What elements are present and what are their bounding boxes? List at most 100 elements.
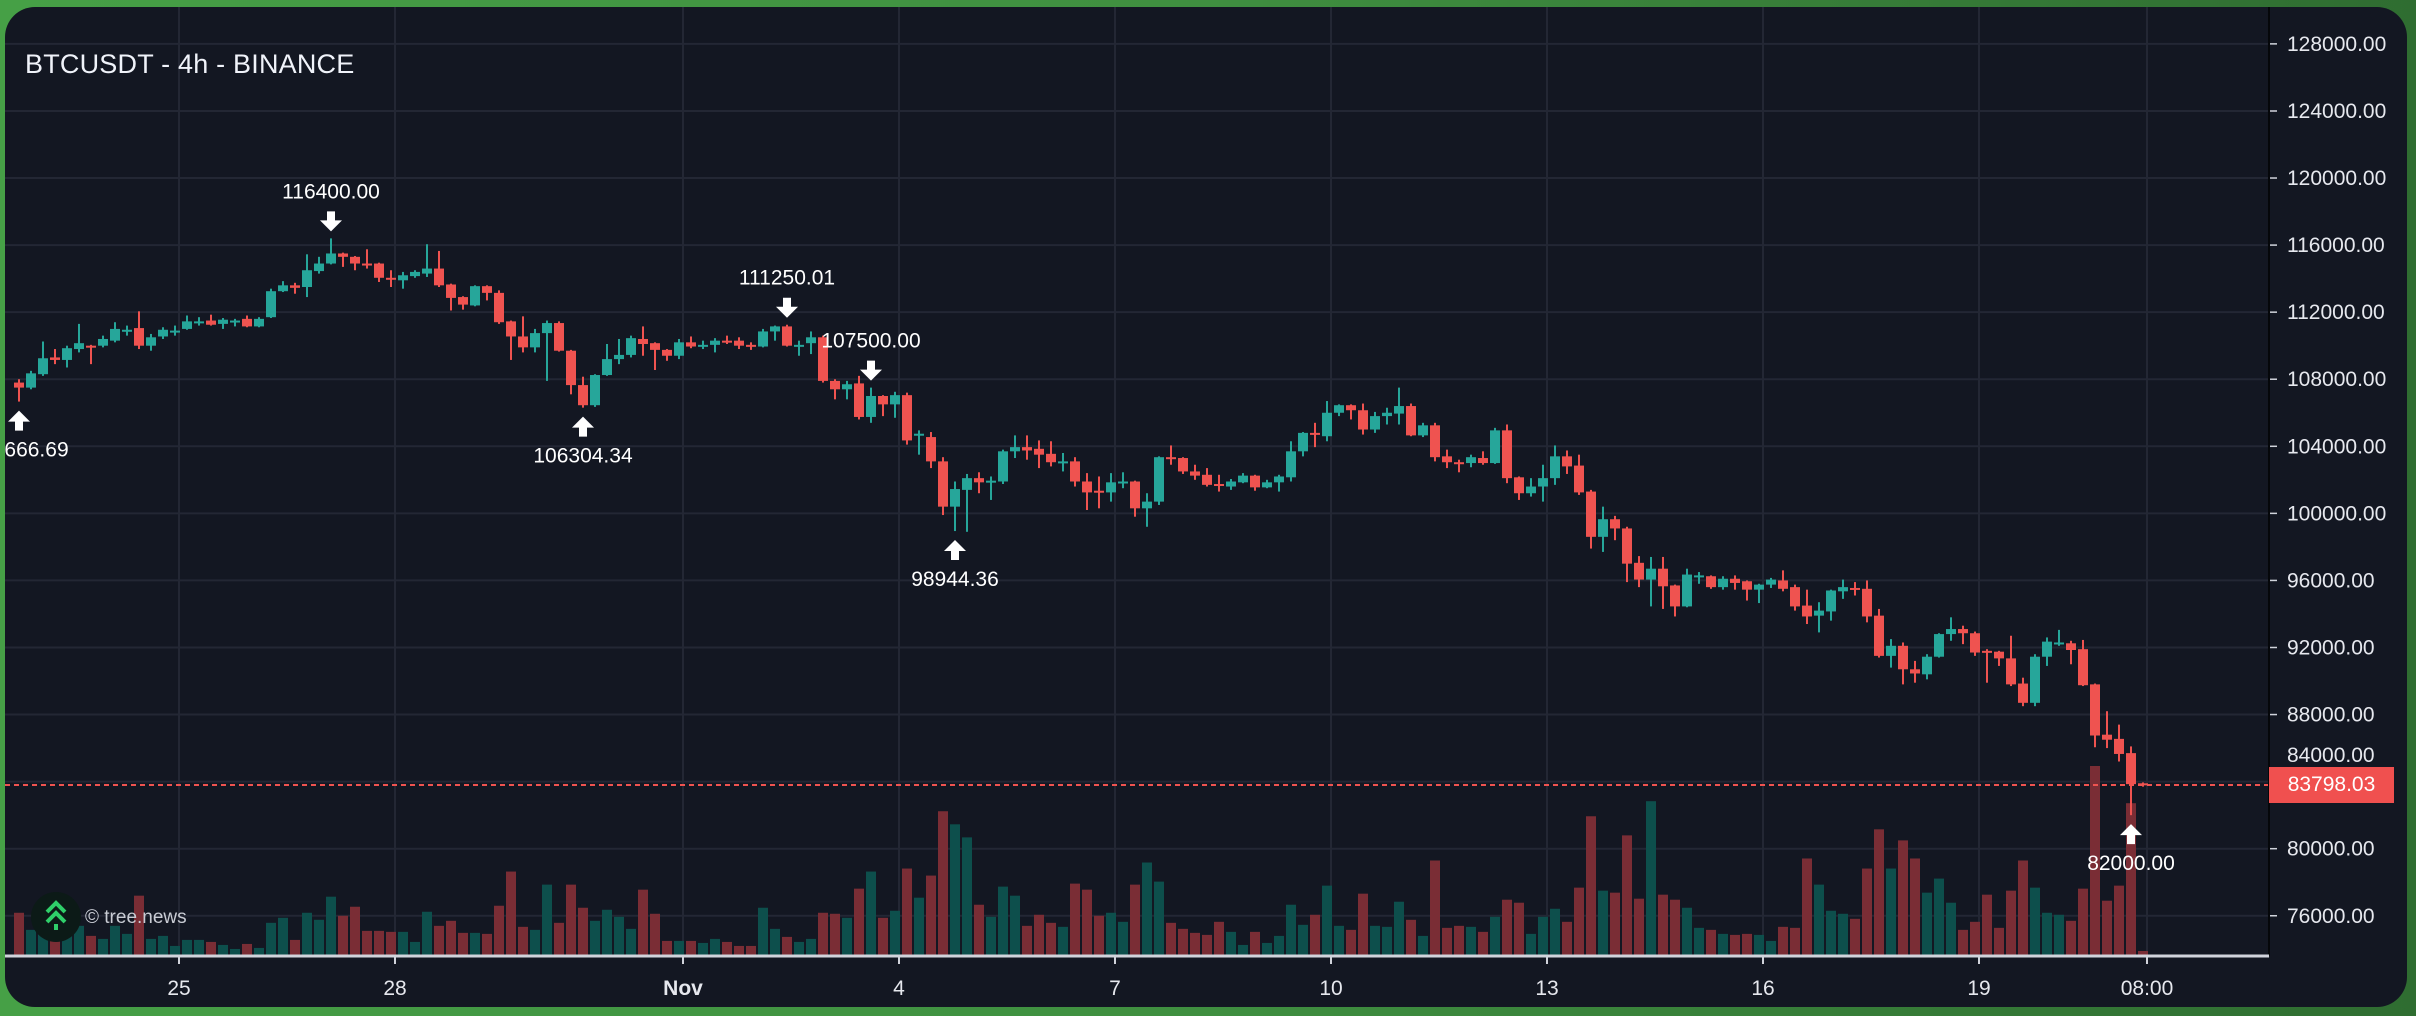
- candle: [1202, 468, 1212, 487]
- volume-bar: [902, 868, 912, 956]
- volume-bar: [194, 939, 204, 956]
- volume-bar: [1238, 944, 1248, 956]
- candle-body: [878, 395, 888, 405]
- candle: [290, 282, 300, 294]
- plot-area[interactable]: 106666.69 116400.00 106304.34 111250.01 9894…: [5, 180, 2269, 956]
- volume-bar: [626, 928, 636, 956]
- candle: [470, 285, 480, 307]
- volume-bar: [1766, 940, 1776, 956]
- candle-body: [1238, 475, 1248, 483]
- volume-bar: [326, 896, 336, 956]
- candle-body: [998, 451, 1008, 482]
- time-tick-label: Nov: [663, 977, 703, 1000]
- candle: [638, 326, 648, 356]
- candle: [746, 342, 756, 350]
- candle: [14, 379, 24, 402]
- candle-body: [518, 336, 528, 348]
- volume-bar: [1334, 925, 1344, 956]
- candlestick-chart[interactable]: 106666.69 116400.00 106304.34 111250.01 9894…: [5, 7, 2407, 1007]
- candle: [782, 324, 792, 347]
- candle-body: [818, 337, 828, 381]
- candle: [1838, 579, 1848, 599]
- candle-body: [854, 383, 864, 417]
- candle: [530, 328, 540, 353]
- candle: [1046, 441, 1056, 467]
- candle: [566, 349, 576, 395]
- candle-body: [626, 338, 636, 355]
- candle: [1370, 411, 1380, 433]
- candle-body: [986, 480, 996, 483]
- candle: [1226, 478, 1236, 490]
- candle: [518, 316, 528, 353]
- volume-bar: [914, 897, 924, 956]
- price-tick-label: 104000.00: [2287, 435, 2386, 458]
- volume-bar: [878, 917, 888, 956]
- candle: [26, 370, 36, 390]
- candle: [914, 430, 924, 455]
- volume-bar: [1154, 881, 1164, 956]
- arrow-down-icon: [776, 297, 798, 318]
- volume-bar: [674, 940, 684, 956]
- arrow-up-icon: [2120, 824, 2142, 845]
- candle: [1358, 403, 1368, 435]
- candle: [1970, 631, 1980, 656]
- volume-bar: [710, 938, 720, 956]
- volume-bar: [1454, 925, 1464, 956]
- candle: [2078, 639, 2088, 687]
- volume-bar: [1358, 893, 1368, 956]
- candle-body: [1274, 476, 1284, 483]
- candle-body: [1550, 456, 1560, 479]
- candle: [1790, 584, 1800, 611]
- candle-body: [1910, 669, 1920, 674]
- candle: [614, 338, 624, 365]
- candle-body: [26, 373, 36, 388]
- candle-body: [1058, 461, 1068, 464]
- candle-body: [1526, 486, 1536, 494]
- volume-bar: [1598, 890, 1608, 956]
- volume-bar: [1070, 883, 1080, 956]
- volume-bar: [1490, 916, 1500, 956]
- low-marker: 106304.34: [533, 416, 633, 468]
- candle-body: [1622, 528, 1632, 564]
- volume-bar: [1430, 860, 1440, 956]
- candle-body: [1742, 581, 1752, 590]
- volume-bar: [1106, 912, 1116, 956]
- candle: [866, 387, 876, 423]
- candle-body: [1646, 568, 1656, 580]
- tree-news-logo: [31, 892, 81, 942]
- candle-body: [566, 350, 576, 386]
- candle-body: [1094, 490, 1104, 493]
- price-tick-label: 80000.00: [2287, 838, 2375, 861]
- volume-bar: [1682, 907, 1692, 956]
- candle-body: [1670, 585, 1680, 607]
- candle: [1586, 489, 1596, 549]
- volume-bar: [734, 945, 744, 956]
- candle: [1778, 570, 1788, 592]
- candle: [1862, 580, 1872, 623]
- volume-bar: [1850, 918, 1860, 956]
- volume-bar: [638, 889, 648, 956]
- volume-bar: [578, 907, 588, 956]
- candle: [1958, 625, 1968, 645]
- volume-bar: [1022, 925, 1032, 956]
- candle: [1286, 441, 1296, 482]
- chart-panel[interactable]: 106666.69 116400.00 106304.34 111250.01 9894…: [5, 7, 2407, 1007]
- candle-body: [1466, 457, 1476, 464]
- volume-bar: [14, 912, 24, 956]
- volume-bar: [1862, 868, 1872, 956]
- volume-bar: [74, 925, 84, 956]
- candles: [14, 238, 2148, 816]
- candle: [902, 392, 912, 445]
- candle: [1034, 440, 1044, 469]
- volume-bar: [614, 916, 624, 956]
- volume-bar: [494, 905, 504, 956]
- volume-bar: [2054, 914, 2064, 956]
- candle: [1382, 407, 1392, 425]
- price-axis[interactable]: 128000.00 124000.00 120000.00 116000.00 1120…: [2268, 7, 2386, 956]
- candle-body: [1970, 633, 1980, 653]
- time-axis[interactable]: 25 28 Nov 4 7 10 13 16 19 08:00: [5, 954, 2269, 1000]
- volume-bar: [722, 941, 732, 956]
- candle: [1706, 575, 1716, 589]
- volume-bar: [2078, 888, 2088, 956]
- candle: [86, 344, 96, 365]
